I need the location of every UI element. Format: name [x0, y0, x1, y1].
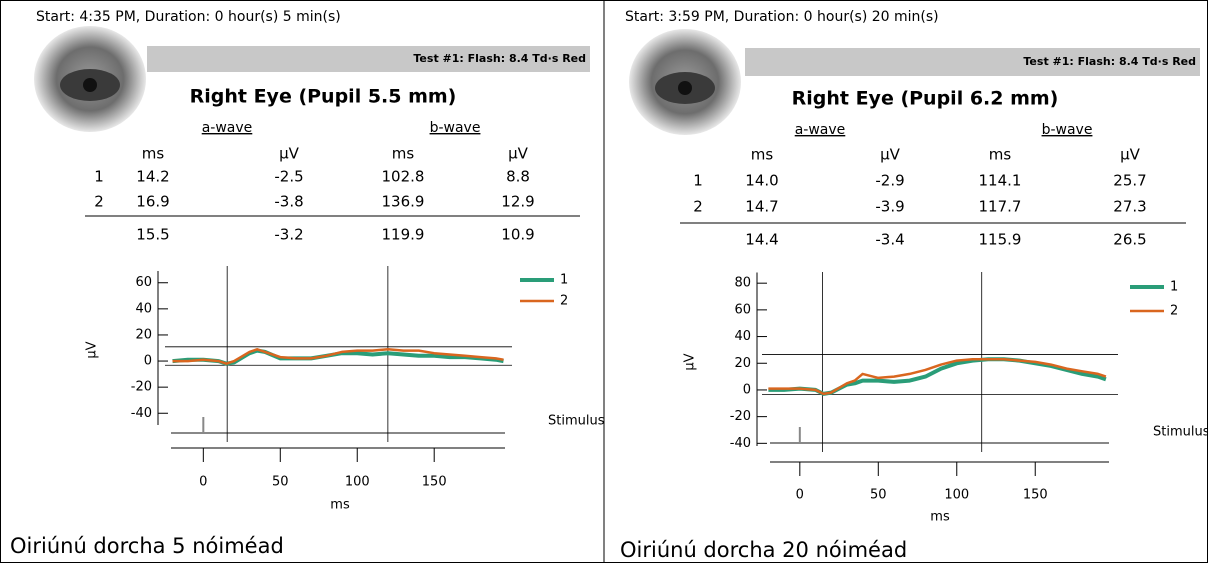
legend-label: 2 [560, 294, 568, 309]
average-cell: 10.9 [501, 226, 534, 244]
y-axis-label: µV [683, 353, 698, 370]
row-label: 2 [94, 193, 104, 211]
x-tick-label: 100 [345, 475, 370, 490]
caption: Oiriúnú dorcha 20 nóiméad [620, 538, 907, 562]
y-tick-label: -40 [730, 436, 751, 451]
y-axis-label: µV [85, 341, 100, 358]
column-header: µV [880, 146, 901, 164]
y-tick-label: 0 [743, 382, 751, 397]
wave-group: b-wave [1042, 122, 1093, 138]
wave-group: a-wave [202, 120, 253, 136]
x-tick-label: 150 [1023, 488, 1048, 503]
caption: Oiriúnú dorcha 5 nóiméad [10, 534, 284, 558]
eye-pupil [83, 78, 97, 92]
y-tick-label: 0 [144, 354, 152, 369]
start-info: Start: 4:35 PM, Duration: 0 hour(s) 5 mi… [36, 9, 341, 25]
x-tick-label: 50 [870, 488, 887, 503]
cell: -3.9 [875, 198, 904, 216]
x-tick-label: 0 [796, 488, 804, 503]
average-cell: -3.2 [274, 226, 303, 244]
cell: -2.5 [274, 168, 303, 186]
start-info: Start: 3:59 PM, Duration: 0 hour(s) 20 m… [625, 9, 939, 25]
y-tick-label: 60 [135, 275, 152, 290]
average-cell: 26.5 [1113, 231, 1146, 249]
cell: -2.9 [875, 172, 904, 190]
y-tick-label: 20 [734, 356, 751, 371]
test-info: Test #1: Flash: 8.4 Td·s Red [1023, 55, 1196, 68]
cell: -3.8 [274, 193, 303, 211]
x-tick-label: 50 [272, 475, 289, 490]
column-header: ms [142, 145, 165, 163]
average-cell: 14.4 [745, 231, 778, 249]
cell: 8.8 [506, 168, 530, 186]
cell: 14.7 [745, 198, 778, 216]
legend-label: 1 [560, 273, 568, 288]
cell: 25.7 [1113, 172, 1146, 190]
y-tick-label: 20 [135, 327, 152, 342]
stimulus-label: Stimulus [1153, 425, 1208, 440]
column-header: ms [751, 146, 774, 164]
x-tick-label: 0 [199, 475, 207, 490]
cell: 102.8 [382, 168, 425, 186]
y-tick-label: 80 [734, 276, 751, 291]
header-bar [745, 48, 1200, 76]
wave-group: b-wave [430, 120, 481, 136]
wave-group: a-wave [795, 122, 846, 138]
row-label: 1 [693, 172, 703, 190]
eye-title: Right Eye (Pupil 6.2 mm) [792, 88, 1059, 110]
row-label: 1 [94, 168, 104, 186]
cell: 27.3 [1113, 198, 1146, 216]
cell: 16.9 [136, 193, 169, 211]
average-cell: -3.4 [875, 231, 904, 249]
average-cell: 119.9 [382, 226, 425, 244]
column-header: ms [392, 145, 415, 163]
y-tick-label: -40 [131, 406, 152, 421]
legend-label: 2 [1170, 304, 1178, 319]
header-bar [147, 46, 590, 72]
x-axis-label: ms [330, 498, 350, 513]
y-tick-label: 40 [734, 329, 751, 344]
column-header: µV [279, 145, 300, 163]
trace-line [172, 348, 504, 365]
column-header: µV [508, 145, 529, 163]
y-tick-label: -20 [131, 380, 152, 395]
row-label: 2 [693, 198, 703, 216]
column-header: ms [989, 146, 1012, 164]
cell: 12.9 [501, 193, 534, 211]
x-axis-label: ms [930, 510, 950, 525]
stimulus-label: Stimulus [548, 414, 605, 429]
y-tick-label: 40 [135, 301, 152, 316]
y-tick-label: -20 [730, 409, 751, 424]
column-header: µV [1120, 146, 1141, 164]
average-cell: 15.5 [136, 226, 169, 244]
cell: 117.7 [979, 198, 1022, 216]
cell: 14.2 [136, 168, 169, 186]
x-tick-label: 150 [422, 475, 447, 490]
average-cell: 115.9 [979, 231, 1022, 249]
eye-pupil [678, 81, 692, 95]
x-tick-label: 100 [944, 488, 969, 503]
cell: 114.1 [979, 172, 1022, 190]
cell: 14.0 [745, 172, 778, 190]
legend-label: 1 [1170, 280, 1178, 295]
cell: 136.9 [382, 193, 425, 211]
eye-title: Right Eye (Pupil 5.5 mm) [190, 86, 457, 108]
y-tick-label: 60 [734, 302, 751, 317]
test-info: Test #1: Flash: 8.4 Td·s Red [413, 52, 586, 65]
trace-line [768, 358, 1107, 396]
